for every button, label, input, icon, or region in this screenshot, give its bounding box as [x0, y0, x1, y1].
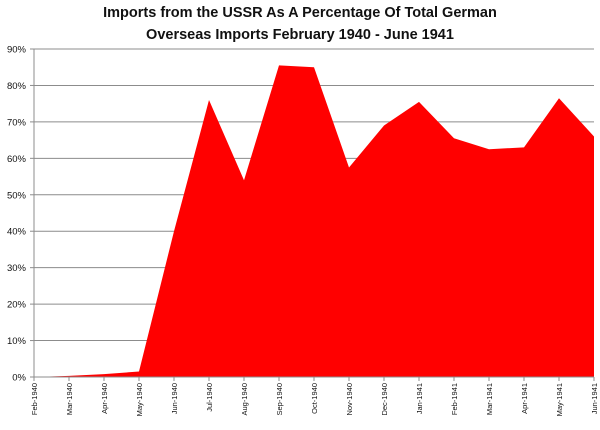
x-tick-label: Apr-1941	[520, 383, 529, 414]
x-tick-label: Jul-1940	[205, 383, 214, 412]
x-tick-label: May-1940	[135, 383, 144, 416]
y-tick-label: 40%	[7, 227, 27, 238]
y-tick-label: 50%	[7, 190, 27, 201]
x-tick-label: Nov-1940	[345, 383, 354, 416]
y-tick-label: 60%	[7, 154, 27, 165]
y-tick-label: 10%	[7, 336, 27, 347]
x-tick-label: Jun-1941	[590, 383, 599, 414]
x-tick-label: Mar-1941	[485, 383, 494, 415]
x-tick-label: May-1941	[555, 383, 564, 416]
x-tick-label: Apr-1940	[100, 383, 109, 414]
y-tick-label: 70%	[7, 117, 27, 128]
chart-title: Imports from the USSR As A Percentage Of…	[0, 2, 600, 46]
x-tick-label: Aug-1940	[240, 383, 249, 416]
x-tick-label: Oct-1940	[310, 383, 319, 414]
y-tick-label: 0%	[12, 373, 26, 384]
x-tick-label: Feb-1941	[450, 383, 459, 415]
y-tick-label: 30%	[7, 263, 27, 274]
x-tick-label: Jan-1941	[415, 383, 424, 414]
x-tick-label: Feb-1940	[30, 383, 39, 415]
y-tick-label: 20%	[7, 300, 27, 311]
chart-title-line-2: Overseas Imports February 1940 - June 19…	[146, 27, 454, 43]
x-tick-label: Sep-1940	[275, 383, 284, 416]
y-tick-label: 90%	[7, 45, 27, 56]
x-tick-label: Dec-1940	[380, 383, 389, 416]
x-tick-label: Mar-1940	[65, 383, 74, 415]
area-series	[34, 65, 594, 378]
x-tick-label: Jun-1940	[170, 383, 179, 414]
y-tick-label: 80%	[7, 81, 27, 92]
chart-title-line-1: Imports from the USSR As A Percentage Of…	[103, 5, 497, 21]
